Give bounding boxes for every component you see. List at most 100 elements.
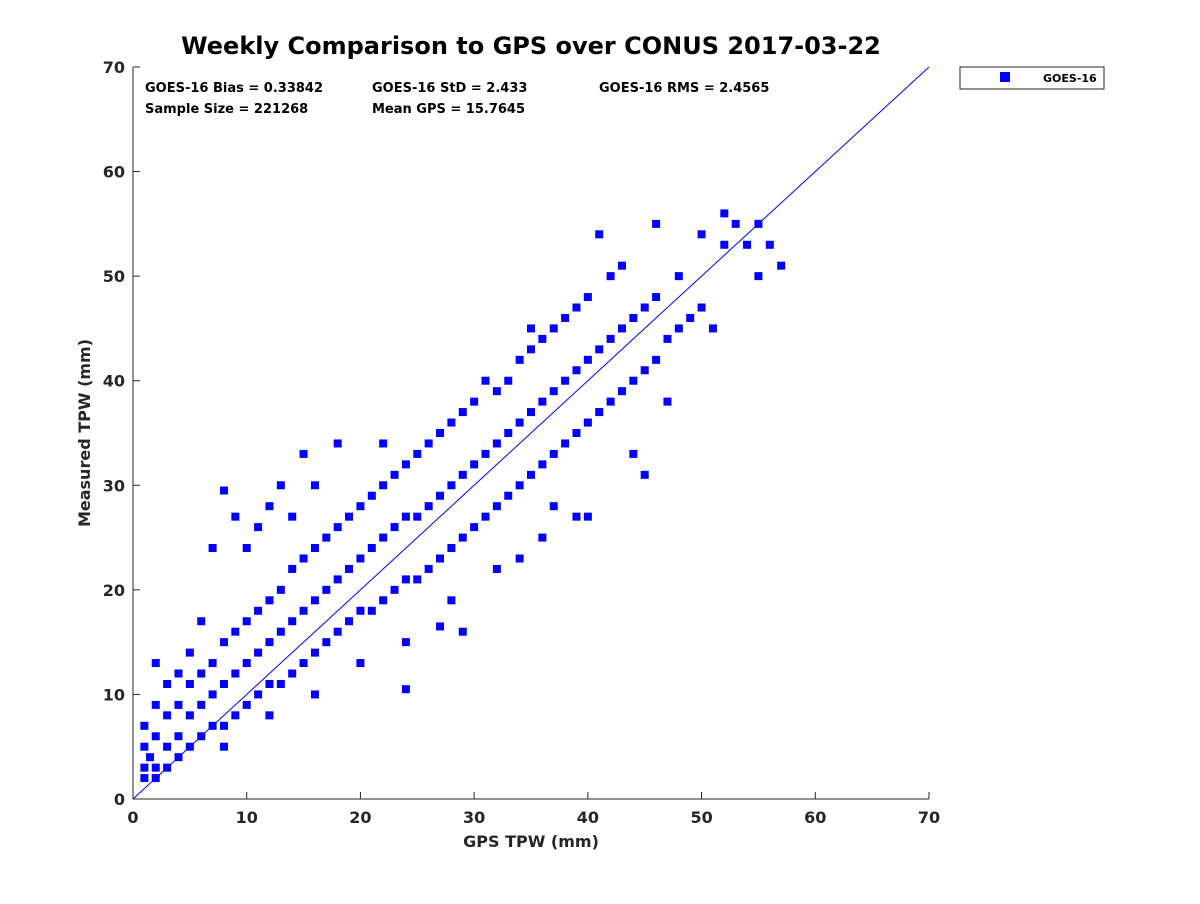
scatter-point bbox=[276, 627, 285, 636]
scatter-point bbox=[140, 721, 149, 730]
scatter-point bbox=[401, 460, 410, 469]
scatter-point bbox=[242, 659, 251, 668]
scatter-point bbox=[640, 470, 649, 479]
scatter-point bbox=[720, 209, 729, 218]
scatter-point bbox=[219, 486, 228, 495]
scatter-point bbox=[436, 491, 445, 500]
scatter-point bbox=[299, 449, 308, 458]
scatter-point bbox=[265, 638, 274, 647]
scatter-point bbox=[345, 617, 354, 626]
scatter-point bbox=[765, 240, 774, 249]
scatter-point bbox=[356, 554, 365, 563]
scatter-point bbox=[754, 272, 763, 281]
scatter-point bbox=[538, 397, 547, 406]
scatter-point bbox=[208, 544, 217, 553]
scatter-point bbox=[322, 533, 331, 542]
scatter-point bbox=[527, 345, 535, 354]
scatter-point bbox=[595, 345, 604, 354]
scatter-point bbox=[367, 606, 376, 615]
scatter-point bbox=[572, 366, 581, 375]
scatter-point bbox=[777, 261, 786, 270]
scatter-point bbox=[583, 355, 592, 364]
scatter-point bbox=[447, 544, 456, 553]
scatter-point bbox=[629, 449, 638, 458]
x-tick-label: 60 bbox=[804, 808, 826, 827]
scatter-point bbox=[288, 512, 297, 521]
scatter-point bbox=[197, 669, 206, 678]
scatter-point bbox=[629, 376, 638, 385]
scatter-point bbox=[390, 585, 399, 594]
scatter-point bbox=[151, 763, 160, 772]
scatter-point bbox=[379, 481, 388, 490]
scatter-point bbox=[174, 732, 183, 741]
scatter-point bbox=[242, 617, 251, 626]
scatter-point bbox=[140, 774, 149, 783]
scatter-point bbox=[379, 439, 388, 448]
plot-area bbox=[132, 66, 930, 800]
y-tick-label: 50 bbox=[103, 267, 125, 286]
scatter-point bbox=[310, 544, 319, 553]
scatter-point bbox=[185, 679, 194, 688]
scatter-point bbox=[492, 502, 501, 511]
scatter-point bbox=[708, 324, 717, 333]
scatter-point bbox=[583, 512, 592, 521]
scatter-point bbox=[276, 481, 285, 490]
scatter-point bbox=[697, 230, 706, 239]
scatter-point bbox=[549, 387, 558, 396]
scatter-point bbox=[310, 596, 319, 605]
scatter-point bbox=[174, 669, 183, 678]
scatter-point bbox=[481, 512, 490, 521]
scatter-point bbox=[549, 324, 558, 333]
scatter-point bbox=[561, 313, 570, 322]
stats-annotations: GOES-16 Bias = 0.33842 GOES-16 StD = 2.4… bbox=[145, 81, 769, 117]
y-tick-label: 10 bbox=[103, 685, 125, 704]
scatter-point bbox=[515, 554, 524, 563]
scatter-point bbox=[640, 303, 649, 312]
scatter-point bbox=[140, 742, 149, 751]
scatter-point bbox=[356, 502, 365, 511]
scatter-point bbox=[424, 564, 433, 573]
scatter-point bbox=[288, 669, 297, 678]
scatter-point bbox=[436, 429, 445, 437]
scatter-point bbox=[572, 429, 581, 437]
scatter-point bbox=[572, 512, 581, 521]
scatter-point bbox=[208, 659, 217, 668]
scatter-point bbox=[436, 554, 445, 563]
scatter-point bbox=[413, 575, 422, 584]
scatter-point bbox=[356, 659, 365, 668]
axes: 0 10 20 30 40 50 60 70 0 10 20 30 40 50 60 70 bbox=[103, 58, 940, 827]
x-axis-label: GPS TPW (mm) bbox=[463, 832, 599, 851]
scatter-point bbox=[515, 418, 524, 427]
scatter-point bbox=[492, 387, 501, 396]
y-ticks: 0 10 20 30 40 50 60 70 bbox=[103, 58, 140, 809]
scatter-point bbox=[538, 334, 547, 343]
scatter-point bbox=[254, 690, 263, 699]
scatter-point bbox=[504, 491, 513, 500]
scatter-point bbox=[470, 523, 479, 532]
scatter-point bbox=[470, 397, 479, 406]
scatter-point bbox=[401, 512, 410, 521]
scatter-point bbox=[276, 585, 285, 594]
one-to-one-line bbox=[132, 66, 930, 800]
y-tick-label: 70 bbox=[103, 58, 125, 77]
scatter-point bbox=[481, 376, 490, 385]
scatter-point bbox=[458, 408, 467, 417]
scatter-point bbox=[504, 429, 513, 437]
scatter-point bbox=[219, 721, 228, 730]
scatter-point bbox=[561, 376, 570, 385]
y-tick-label: 30 bbox=[103, 476, 125, 495]
scatter-point bbox=[390, 470, 399, 479]
sample-size-annotation: Sample Size = 221268 bbox=[145, 102, 308, 117]
scatter-point bbox=[504, 376, 513, 385]
scatter-point bbox=[151, 700, 160, 709]
scatter-point bbox=[606, 334, 615, 343]
scatter-point bbox=[299, 606, 308, 615]
scatter-point bbox=[515, 481, 524, 490]
scatter-point bbox=[379, 533, 388, 542]
scatter-point bbox=[333, 523, 342, 532]
scatter-point bbox=[231, 711, 240, 720]
scatter-point bbox=[674, 324, 683, 333]
scatter-point bbox=[447, 418, 456, 427]
bias-annotation: GOES-16 Bias = 0.33842 bbox=[145, 81, 323, 96]
